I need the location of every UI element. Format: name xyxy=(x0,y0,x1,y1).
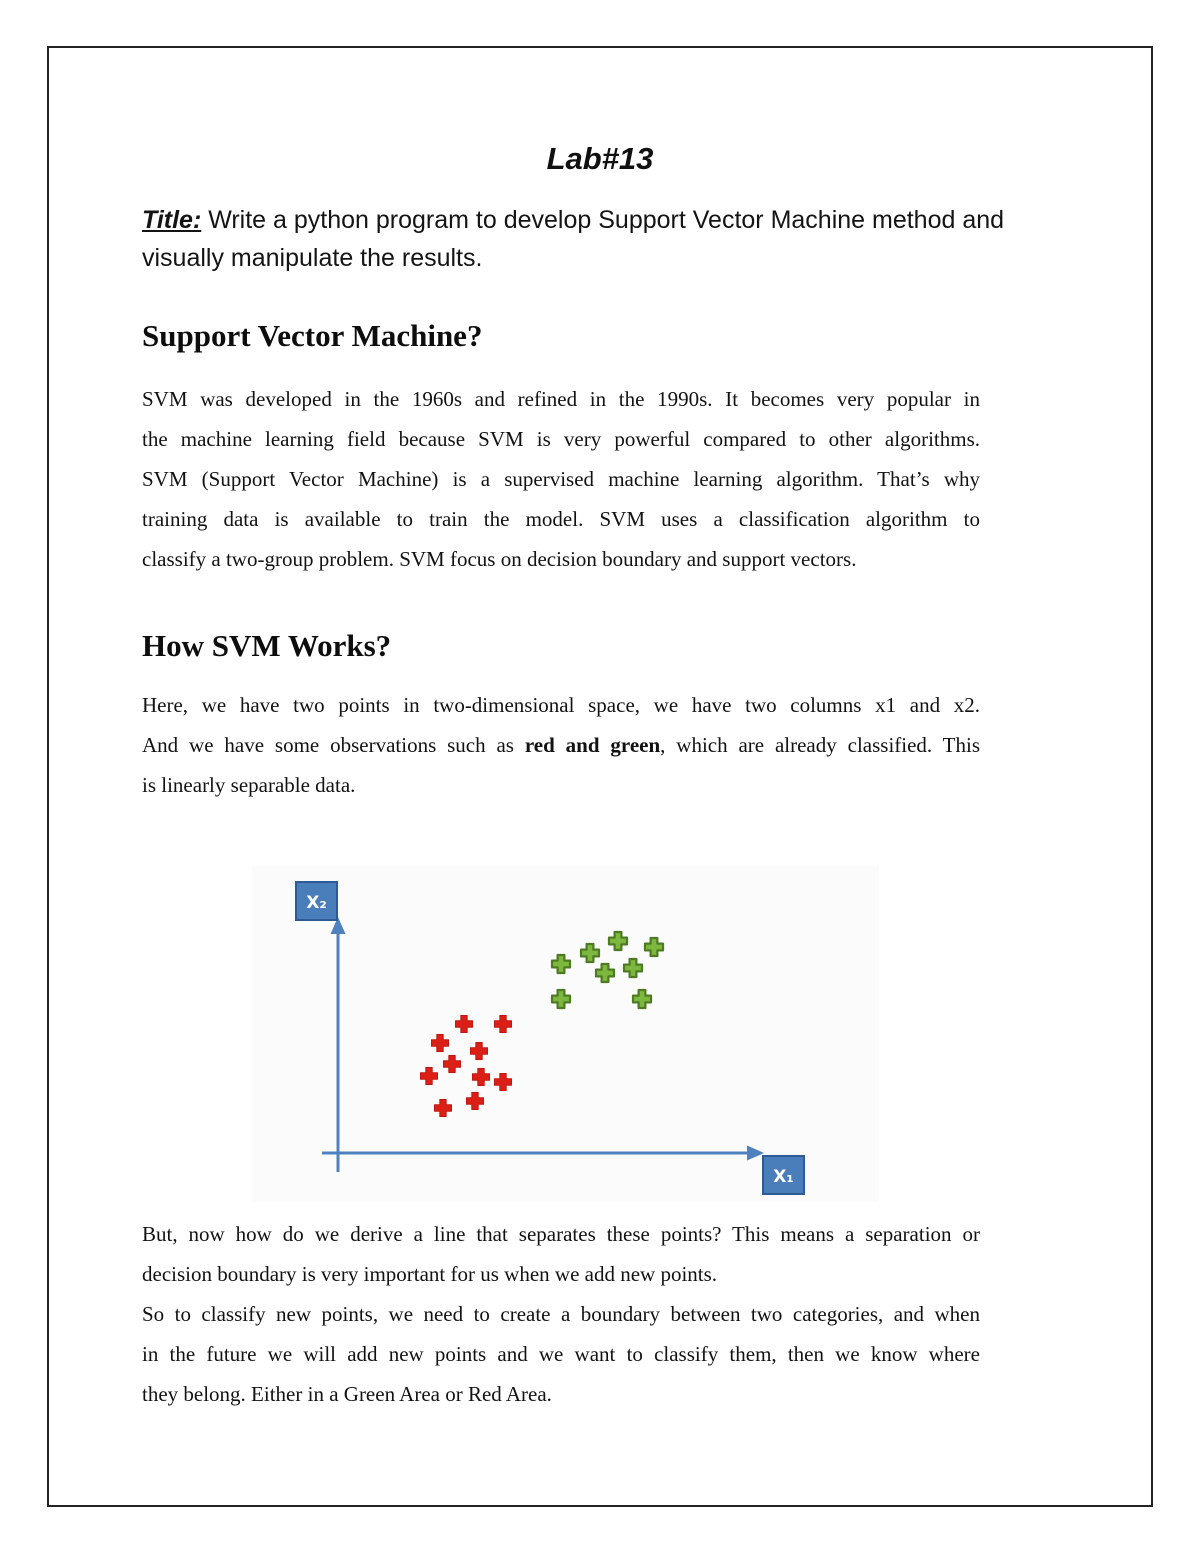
red-plus-marker xyxy=(466,1092,484,1110)
x-axis-label: X₁ xyxy=(773,1167,794,1187)
text-line: So to classify new points, we need to cr… xyxy=(142,1302,980,1326)
bold-text-red-and-green: red and green xyxy=(524,733,661,757)
red-plus-marker xyxy=(420,1067,438,1085)
svm-intro-paragraph: SVM was developed in the 1960s and refin… xyxy=(142,379,980,579)
red-plus-marker xyxy=(455,1015,473,1033)
green-plus-marker xyxy=(622,957,644,979)
red-plus-marker xyxy=(472,1068,490,1086)
green-plus-marker xyxy=(550,953,572,975)
text-line: classify a two-group problem. SVM focus … xyxy=(142,547,857,571)
y-axis xyxy=(330,917,346,1172)
after-figure-paragraphs: But, now how do we derive a line that se… xyxy=(142,1214,980,1414)
green-plus-marker xyxy=(643,936,665,958)
text-line: they belong. Either in a Green Area or R… xyxy=(142,1382,552,1406)
section-heading-how-svm-works: How SVM Works? xyxy=(142,628,392,663)
y-axis-arrow-icon xyxy=(330,917,346,934)
green-plus-marker xyxy=(631,988,653,1010)
y-axis-label: X₂ xyxy=(306,893,327,913)
title-paragraph: Title: Write a python program to develop… xyxy=(142,201,1052,277)
text-line: SVM was developed in the 1960s and refin… xyxy=(142,387,980,411)
text-segment: And we have some observations such as xyxy=(142,733,525,757)
text-line: training data is available to train the … xyxy=(142,507,980,531)
text-segment: , which are already classified. This xyxy=(660,733,981,757)
y-axis-label-box: X₂ xyxy=(295,881,338,921)
text-line: SVM (Support Vector Machine) is a superv… xyxy=(142,467,980,491)
text-line: But, now how do we derive a line that se… xyxy=(142,1222,980,1246)
x-axis xyxy=(322,1145,764,1161)
scatter-figure: X₂ X₁ xyxy=(252,866,879,1202)
data-points-group xyxy=(420,930,665,1117)
red-plus-marker xyxy=(434,1099,452,1117)
green-plus-marker xyxy=(550,988,572,1010)
green-plus-marker xyxy=(579,942,601,964)
how-svm-works-paragraph: Here, we have two points in two-dimensio… xyxy=(142,685,980,805)
text-line: is linearly separable data. xyxy=(142,773,356,797)
text-line: Here, we have two points in two-dimensio… xyxy=(142,693,980,717)
title-text-line-2: visually manipulate the results. xyxy=(142,244,483,272)
scatter-plot-svg: X₂ X₁ xyxy=(295,881,805,1195)
red-plus-marker xyxy=(494,1073,512,1091)
red-plus-marker xyxy=(431,1034,449,1052)
red-plus-marker xyxy=(470,1042,488,1060)
text-line: decision boundary is very important for … xyxy=(142,1262,718,1286)
green-plus-marker xyxy=(607,930,629,952)
text-line: in the future we will add new points and… xyxy=(142,1342,980,1366)
lab-number-heading: Lab#13 xyxy=(546,141,654,176)
green-plus-marker xyxy=(594,962,616,984)
title-label: Title: xyxy=(142,206,202,234)
text-line: the machine learning field because SVM i… xyxy=(142,427,980,451)
red-plus-marker xyxy=(443,1055,461,1073)
page-border xyxy=(47,46,1153,1507)
text-line: And we have some observations such as re… xyxy=(142,725,980,765)
red-plus-marker xyxy=(494,1015,512,1033)
title-text-line-1: Write a python program to develop Suppor… xyxy=(201,206,1005,234)
section-heading-svm: Support Vector Machine? xyxy=(142,318,483,353)
x-axis-label-box: X₁ xyxy=(762,1155,805,1195)
x-axis-arrow-icon xyxy=(747,1145,764,1161)
